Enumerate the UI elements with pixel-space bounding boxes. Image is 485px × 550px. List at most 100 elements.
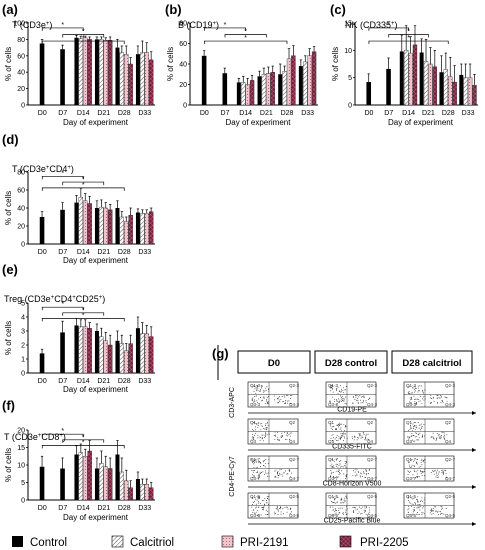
- flow-event-dot: [339, 436, 341, 438]
- quadrant-label: Q2-3: [445, 383, 456, 388]
- flow-event-dot: [430, 402, 432, 404]
- x-tick-label-f: D28: [118, 505, 131, 512]
- quadrant-label: Q2-3: [289, 383, 300, 388]
- flow-event-dot: [344, 402, 346, 404]
- flow-event-dot: [333, 465, 335, 467]
- flow-event-dot: [408, 391, 410, 393]
- flow-event-dot: [252, 463, 254, 465]
- flow-event-dot: [282, 475, 284, 477]
- flow-event-dot: [443, 473, 445, 475]
- flow-event-dot: [416, 507, 418, 509]
- quadrant-label: Q4-7: [445, 476, 456, 481]
- flow-event-dot: [290, 476, 291, 478]
- flow-event-dot: [422, 471, 424, 473]
- flow-event-dot: [439, 397, 441, 399]
- flow-event-dot: [360, 399, 361, 401]
- bar-f-D21-s3: [108, 468, 113, 501]
- flow-event-dot: [276, 402, 278, 404]
- x-tick-label-d: D21: [97, 249, 110, 256]
- flow-event-dot: [344, 462, 346, 464]
- legend-label-pri-2205: PRI-2205: [360, 537, 409, 549]
- flow-event-dot: [259, 397, 261, 399]
- flow-event-dot: [332, 425, 334, 427]
- flow-event-dot: [413, 428, 415, 429]
- flow-event-dot: [339, 401, 340, 403]
- flow-event-dot: [418, 427, 420, 429]
- flow-event-dot: [257, 514, 258, 516]
- flow-event-dot: [262, 434, 264, 436]
- flow-event-dot: [282, 508, 284, 510]
- x-tick-label-e: D0: [38, 378, 47, 385]
- significance-bracket-c: [388, 34, 429, 38]
- flow-event-dot: [412, 476, 414, 478]
- flow-event-dot: [332, 496, 334, 498]
- bar-b-D14-s2: [245, 84, 250, 106]
- flow-event-dot: [290, 511, 292, 513]
- y-tick-label-a: 0: [21, 103, 25, 110]
- flow-event-dot: [423, 506, 425, 508]
- flow-event-dot: [418, 401, 420, 403]
- flow-event-dot: [411, 498, 413, 500]
- bar-d-D14-s0: [74, 202, 79, 244]
- flow-event-dot: [410, 470, 412, 472]
- flow-event-dot: [357, 470, 359, 472]
- flow-event-dot: [289, 438, 290, 440]
- flow-event-dot: [354, 436, 356, 438]
- flow-event-dot: [343, 433, 345, 435]
- panel-label-b: (b): [165, 2, 182, 17]
- flow-event-dot: [340, 466, 341, 468]
- flow-event-dot: [277, 509, 279, 511]
- y-tick-label-e: 2: [21, 343, 25, 350]
- bar-b-D21-s1: [261, 74, 267, 106]
- flow-event-dot: [281, 432, 283, 434]
- flow-event-dot: [261, 386, 262, 388]
- flow-event-dot: [289, 509, 291, 510]
- flow-event-dot: [331, 465, 333, 467]
- flow-event-dot: [255, 511, 257, 513]
- chart-panel-d: (d) T (CD3e+CD4+) 0 20 40 60 80 % of cells Day o…: [2, 132, 155, 265]
- flow-event-dot: [338, 471, 340, 473]
- flow-event-dot: [416, 462, 418, 464]
- quadrant-label: Q4-5: [367, 513, 378, 518]
- flow-event-dot: [411, 392, 412, 394]
- panel-title-b: B (CD19+): [178, 20, 219, 30]
- flow-event-dot: [432, 510, 434, 512]
- flow-event-dot: [268, 434, 270, 435]
- flow-event-dot: [281, 468, 283, 470]
- flow-event-dot: [363, 395, 365, 397]
- flow-event-dot: [258, 506, 260, 508]
- quadrant-label: Q3-3: [406, 402, 417, 407]
- bar-b-D28-s2: [286, 58, 292, 106]
- flow-event-dot: [276, 473, 278, 475]
- flow-event-dot: [432, 513, 434, 515]
- flow-event-dot: [424, 513, 426, 515]
- flow-event-dot: [409, 436, 411, 438]
- flow-event-dot: [436, 394, 438, 396]
- bar-e-D21-s0: [94, 331, 99, 373]
- flow-event-dot: [424, 469, 426, 471]
- flow-event-dot: [343, 398, 345, 400]
- flow-event-dot: [273, 395, 275, 397]
- flow-event-dot: [263, 440, 265, 442]
- flow-event-dot: [415, 433, 417, 435]
- flow-event-dot: [361, 475, 363, 477]
- flow-event-dot: [255, 388, 257, 390]
- significance-star-c: *: [387, 22, 390, 29]
- flow-event-dot: [341, 396, 343, 398]
- flow-event-dot: [422, 425, 424, 427]
- flow-event-dot: [420, 470, 422, 472]
- significance-bracket-b: [203, 40, 288, 45]
- flow-event-dot: [433, 400, 435, 402]
- flow-event-dot: [268, 432, 270, 434]
- flow-event-dot: [275, 476, 277, 478]
- flow-event-dot: [274, 475, 276, 477]
- flow-event-dot: [346, 470, 348, 472]
- flow-event-dot: [413, 389, 415, 390]
- flow-event-dot: [339, 471, 340, 473]
- flow-event-dot: [416, 476, 418, 478]
- panel-title-c: NK (CD335+): [345, 20, 398, 30]
- flow-event-dot: [255, 392, 257, 394]
- flow-event-dot: [413, 465, 415, 467]
